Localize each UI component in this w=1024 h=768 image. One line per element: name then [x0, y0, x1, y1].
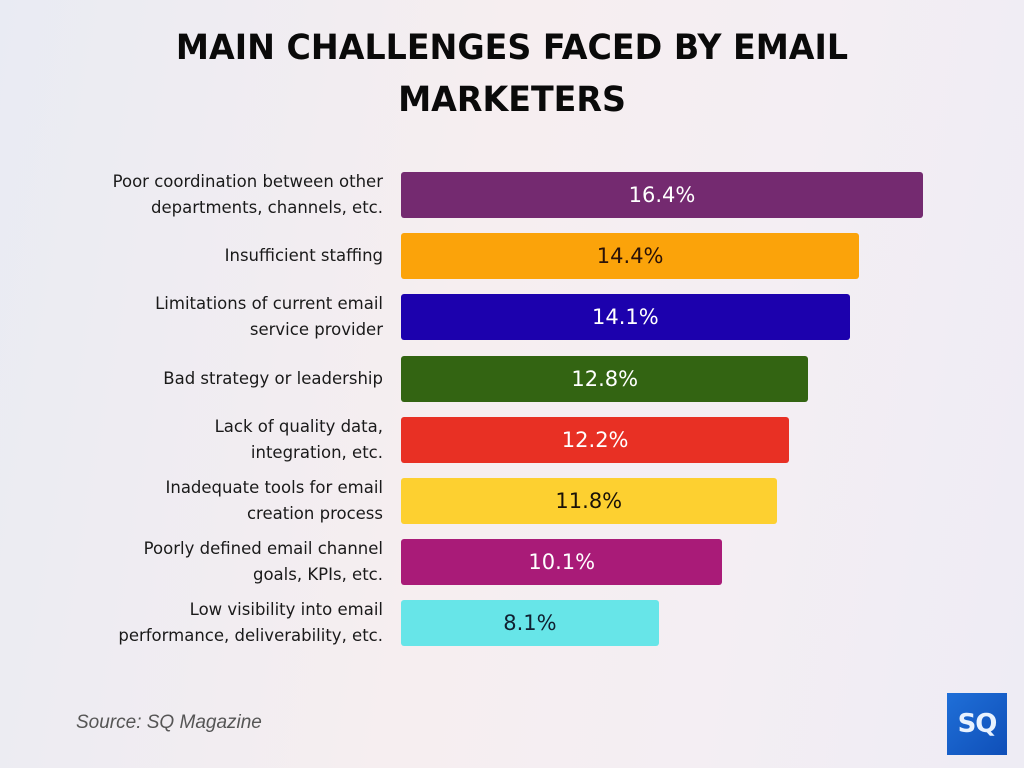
category-label: Poor coordination between other departmen… [112, 172, 383, 217]
chart-row: Inadequate tools for email creation proce… [0, 478, 1024, 524]
sq-logo: SQ [947, 693, 1007, 755]
category-label: Low visibility into email performance, de… [118, 600, 383, 646]
category-label: Lack of quality data, integration, etc. [214, 416, 383, 462]
bar: 12.2% [401, 416, 790, 463]
category-label: Insufficient staffing [224, 246, 383, 266]
chart-row: Poor coordination between other departmen… [0, 172, 1024, 218]
bar-value-label: 10.1% [528, 550, 596, 575]
source-note: Source: SQ Magazine [76, 712, 262, 733]
bar-value-label: 12.2% [561, 427, 629, 452]
bar: 12.8% [401, 355, 809, 402]
logo-text: SQ [957, 709, 998, 739]
chart-title: MAIN CHALLENGES FACED BY EMAIL MARKETERS [175, 28, 849, 120]
category-label: Limitations of current email service prov… [155, 294, 383, 340]
category-label: Bad strategy or leadership [163, 368, 383, 388]
chart-row: Low visibility into email performance, de… [0, 600, 1024, 647]
category-label: Inadequate tools for email creation proce… [165, 478, 384, 523]
bar-value-label: 11.8% [555, 489, 623, 513]
bar: 11.8% [401, 478, 777, 524]
bar-value-label: 12.8% [571, 366, 639, 391]
bar: 14.1% [401, 294, 850, 341]
bar-value-label: 8.1% [503, 611, 557, 636]
bar-value-label: 16.4% [628, 183, 696, 207]
bar-value-label: 14.1% [592, 305, 659, 330]
bar-value-label: 14.4% [596, 244, 664, 269]
chart-row: Poorly defined email channel goals, KPIs,… [0, 539, 1024, 586]
chart-row: Bad strategy or leadership 12.8% [0, 355, 1024, 402]
bar: 10.1% [401, 539, 723, 586]
chart-row: Limitations of current email service prov… [0, 294, 1024, 341]
bar: 8.1% [401, 600, 659, 647]
category-label: Poorly defined email channel goals, KPIs,… [143, 539, 383, 585]
chart-row: Insufficient staffing 14.4% [0, 233, 1024, 280]
bar: 14.4% [401, 233, 860, 280]
bar: 16.4% [401, 172, 923, 218]
chart-row: Lack of quality data, integration, etc. 12… [0, 416, 1024, 463]
